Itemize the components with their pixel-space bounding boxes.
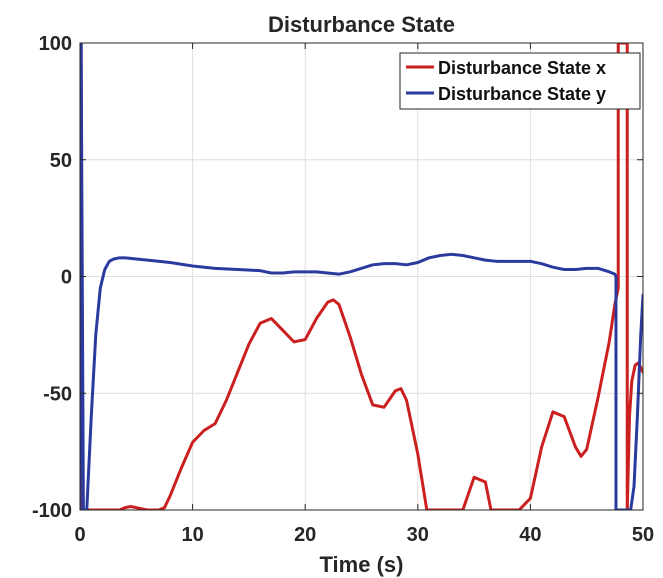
legend-entry-x: Disturbance State x: [438, 58, 606, 78]
series-line-y: [80, 43, 643, 510]
legend-entry-y: Disturbance State y: [438, 84, 606, 104]
axis-ticks: 0 10 20 30 40 50 -100 -50 0 50 100: [32, 33, 654, 546]
y-tick-label: 0: [61, 267, 72, 289]
legend-box: [399, 52, 641, 110]
x-tick-label: 0: [74, 524, 85, 546]
legend: Disturbance State x Disturbance State y: [399, 52, 641, 110]
y-tick-label: 100: [39, 33, 72, 55]
x-tick-label: 40: [519, 524, 541, 546]
series-layer: [80, 43, 643, 510]
y-tick-label: 50: [50, 150, 72, 172]
y-tick-label: -100: [32, 500, 72, 522]
x-tick-label: 50: [632, 524, 654, 546]
x-tick-label: 30: [407, 524, 429, 546]
y-tick-label: -50: [43, 383, 72, 405]
chart-title: Disturbance State: [268, 12, 455, 37]
grid-lines: [80, 43, 643, 510]
x-tick-label: 20: [294, 524, 316, 546]
x-tick-label: 10: [181, 524, 203, 546]
x-axis-label: Time (s): [320, 552, 404, 577]
